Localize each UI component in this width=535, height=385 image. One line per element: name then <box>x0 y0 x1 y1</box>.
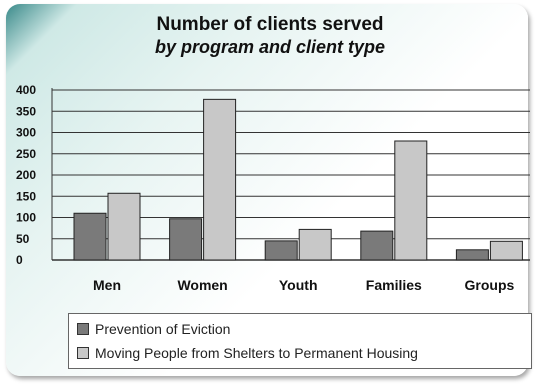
y-tick-label: 100 <box>16 211 36 225</box>
bar-men-series-0 <box>73 212 107 261</box>
y-tick-label: 250 <box>16 147 36 161</box>
legend: Prevention of Eviction Moving People fro… <box>68 313 532 369</box>
bar-groups-series-1 <box>489 240 523 261</box>
legend-swatch-moving <box>77 347 89 359</box>
bar-groups-series-0 <box>455 249 489 261</box>
legend-item-prevention: Prevention of Eviction <box>77 320 230 338</box>
y-tick-label: 300 <box>16 126 36 140</box>
y-tick-label: 400 <box>16 83 36 97</box>
y-tick-label: 0 <box>16 253 23 267</box>
y-tick-label: 350 <box>16 104 36 118</box>
bar-youth-series-1 <box>298 228 332 261</box>
chart-title: Number of clients served <box>156 14 384 35</box>
legend-swatch-prevention <box>77 323 89 335</box>
legend-item-moving: Moving People from Shelters to Permanent… <box>77 344 418 362</box>
bar-families-series-0 <box>360 230 394 261</box>
chart-subtitle: by program and client type <box>154 37 386 57</box>
bar-families-series-1 <box>394 140 428 261</box>
y-tick-label: 200 <box>16 168 36 182</box>
x-tick-label: Groups <box>465 277 515 293</box>
legend-label-moving: Moving People from Shelters to Permanent… <box>95 345 418 361</box>
bar-women-series-0 <box>169 218 203 261</box>
bar-women-series-1 <box>203 98 237 261</box>
x-tick-label: Women <box>177 277 227 293</box>
legend-label-prevention: Prevention of Eviction <box>95 321 231 337</box>
chart-title-block: Number of clients served by program and … <box>60 14 480 58</box>
x-tick-label: Youth <box>279 277 318 293</box>
bar-youth-series-0 <box>264 240 298 261</box>
y-tick-label: 150 <box>16 189 36 203</box>
x-tick-label: Men <box>93 277 121 293</box>
x-tick-label: Families <box>366 277 422 293</box>
bar-men-series-1 <box>107 192 141 261</box>
y-tick-label: 50 <box>16 232 30 246</box>
